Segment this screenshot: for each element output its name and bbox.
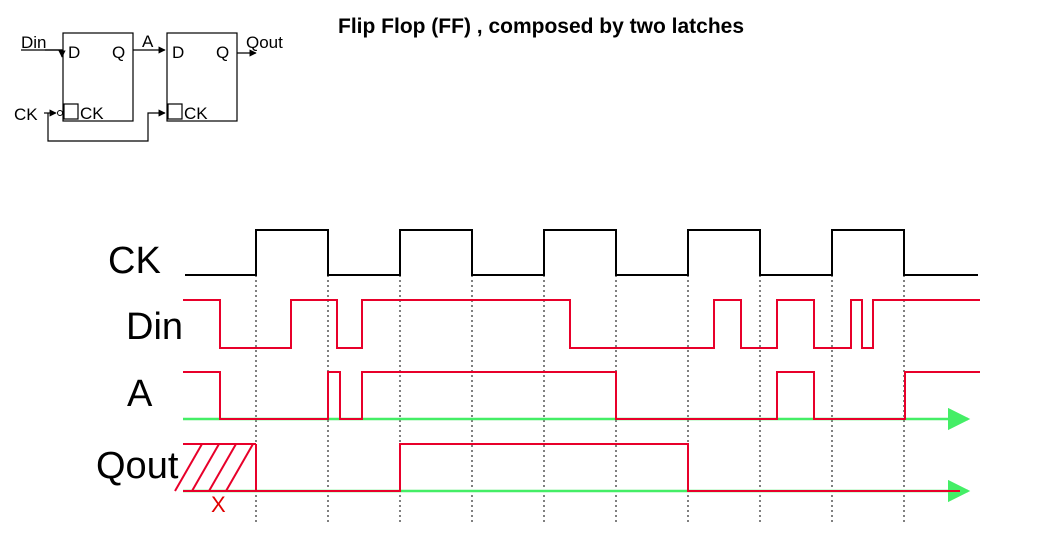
ck-branch-wire <box>47 109 166 142</box>
signal-label-din: Din <box>126 306 183 348</box>
schematic: D Q CK D Q CK Din A Qout CK <box>14 32 283 142</box>
latch1-q-label: Q <box>112 43 125 62</box>
latch1-d-label: D <box>68 43 80 62</box>
ck-inverter-bubble-icon <box>57 110 63 116</box>
signal-label-a: A <box>127 373 153 415</box>
latch1-box <box>62 32 134 122</box>
waveform-a <box>183 371 980 420</box>
qout-output-label: Qout <box>246 33 283 52</box>
signal-label-ck: CK <box>108 240 161 282</box>
latch2-box <box>166 32 238 122</box>
latch1-clock-triangle-icon <box>63 103 79 120</box>
waveform-ck <box>185 229 978 276</box>
waveform-qout-unknown-hatch <box>174 443 257 492</box>
latch2-d-label: D <box>172 43 184 62</box>
latch2-clock-triangle-icon <box>167 103 183 120</box>
clock-edge-guides <box>255 230 905 522</box>
signal-label-qout: Qout <box>96 445 179 487</box>
latch1-ck-label: CK <box>80 104 104 123</box>
node-a-label: A <box>142 32 154 51</box>
waveform-qout <box>256 443 960 492</box>
page-title: Flip Flop (FF) , composed by two latches <box>338 15 745 38</box>
latch2-ck-label: CK <box>184 104 208 123</box>
unknown-state-marker: X <box>211 492 226 517</box>
waveform-din <box>183 299 980 349</box>
latch2-q-label: Q <box>216 43 229 62</box>
ck-input-label: CK <box>14 105 38 124</box>
din-input-label: Din <box>21 33 47 52</box>
din-arrow-icon <box>45 49 66 58</box>
